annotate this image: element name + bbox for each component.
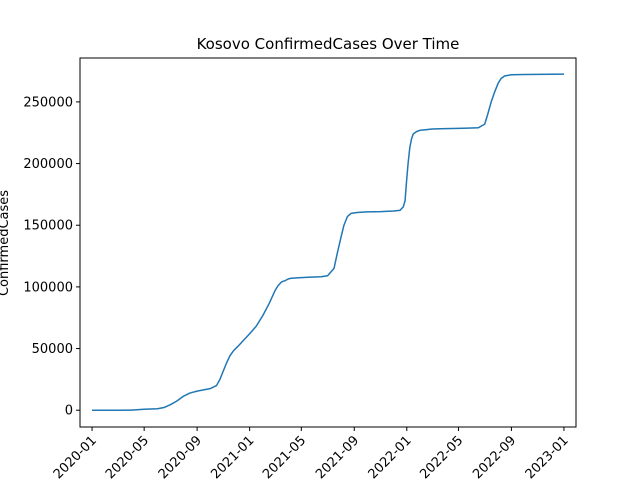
series-line-0 [92, 73, 564, 411]
y-axis-label: ConfirmedCases [0, 190, 12, 296]
y-axis-ticks: 0 50000 100000 150000 200000 250000 [23, 95, 80, 419]
y-tick-label: 100000 [23, 280, 73, 295]
y-tick-label: 150000 [23, 219, 73, 234]
plot-area [92, 73, 564, 411]
plot-frame [79, 57, 577, 428]
y-tick-label: 250000 [23, 95, 73, 110]
y-tick-label: 50000 [32, 342, 73, 357]
y-tick-label: 0 [65, 404, 73, 419]
y-tick-label: 200000 [23, 157, 73, 172]
chart-title: Kosovo ConfirmedCases Over Time [197, 35, 460, 53]
